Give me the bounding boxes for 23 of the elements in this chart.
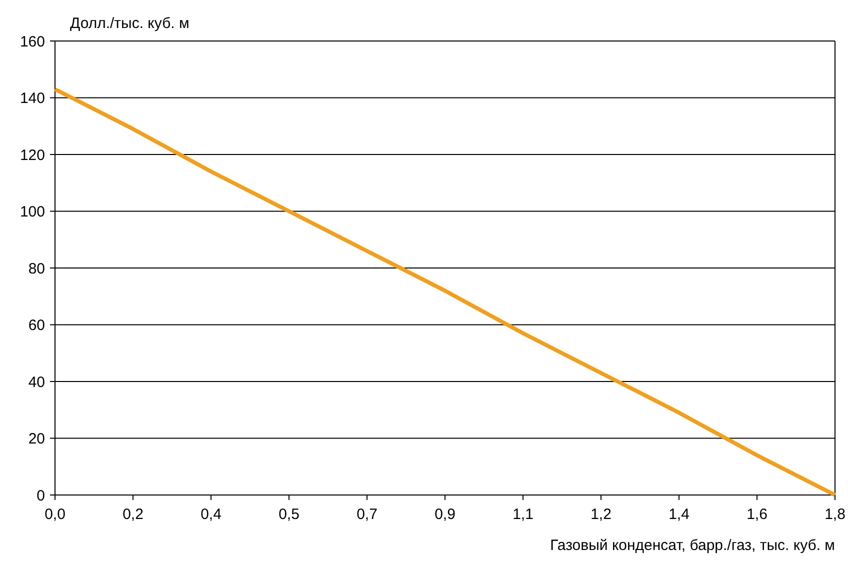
y-axis-title: Долл./тыс. куб. м — [70, 15, 190, 32]
y-tick-label: 140 — [20, 90, 45, 107]
x-tick-label: 1,4 — [668, 506, 690, 523]
x-tick-label: 1,8 — [824, 506, 846, 523]
y-tick-label: 120 — [20, 146, 45, 164]
y-tick-label: 0 — [36, 487, 45, 504]
y-tick-label: 100 — [20, 204, 45, 220]
x-tick-label: 0,9 — [434, 506, 456, 523]
x-tick-label: 0,2 — [122, 506, 144, 523]
x-tick-label: 0,5 — [278, 506, 300, 523]
x-axis-title: Газовый конденсат, барр./газ, тыс. куб. м — [550, 537, 835, 554]
x-tick-label: 1,1 — [512, 506, 534, 523]
x-tick-label: 0,7 — [356, 506, 378, 523]
line-series — [53, 87, 837, 497]
x-tick-label: 1,6 — [746, 506, 768, 523]
y-tick-label: 60 — [28, 317, 45, 334]
y-tick-label: 20 — [28, 430, 45, 448]
x-tick-label: 0,0 — [44, 506, 66, 523]
y-tick-label: 80 — [28, 260, 45, 278]
x-tick-label: 0,4 — [200, 506, 222, 523]
y-tick-label: 40 — [28, 374, 45, 391]
y-tick-label: 160 — [20, 33, 45, 50]
x-tick-label: 1,2 — [590, 506, 612, 523]
